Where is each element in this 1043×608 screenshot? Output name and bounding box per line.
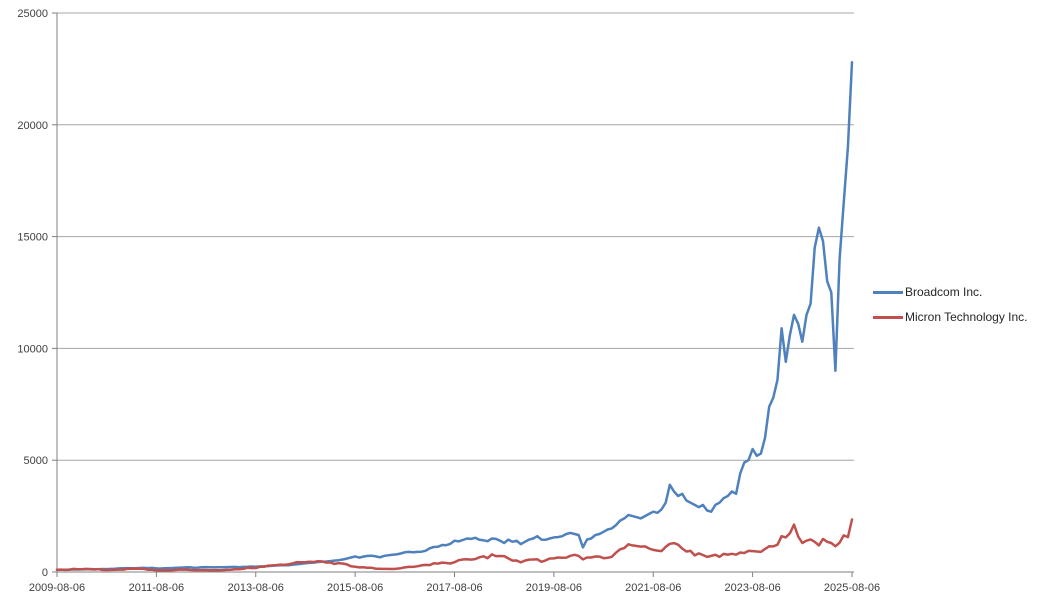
x-axis-label: 2009-08-06 xyxy=(29,582,85,594)
x-axis-label: 2021-08-06 xyxy=(625,582,681,594)
legend-item-micron: Micron Technology Inc. xyxy=(873,310,1028,324)
x-axis-label: 2011-08-06 xyxy=(129,582,184,594)
broadcom-series-marker xyxy=(873,290,903,294)
x-axis-label: 2025-08-06 xyxy=(824,582,880,594)
y-axis-label: 15000 xyxy=(17,232,48,244)
series-line-broadcom xyxy=(55,60,854,572)
legend-item-broadcom: Broadcom Inc. xyxy=(873,285,1028,299)
y-axis-label: 10000 xyxy=(17,343,48,355)
x-axis-label: 2019-08-06 xyxy=(526,582,582,594)
x-axis-label: 2017-08-06 xyxy=(426,582,482,594)
series-line-micron xyxy=(55,518,854,572)
legend: Broadcom Inc. Micron Technology Inc. xyxy=(873,285,1028,324)
legend-label-broadcom: Broadcom Inc. xyxy=(905,285,983,299)
legend-label-micron: Micron Technology Inc. xyxy=(905,310,1028,324)
x-axis-label: 2015-08-06 xyxy=(327,582,383,594)
y-axis-label: 5000 xyxy=(24,455,48,467)
micron-series-marker xyxy=(873,315,903,319)
x-axis-label: 2013-08-06 xyxy=(228,582,284,594)
y-axis-label: 0 xyxy=(42,567,48,579)
y-axis-label: 25000 xyxy=(17,8,48,20)
x-axis-label: 2023-08-06 xyxy=(724,582,780,594)
y-axis-label: 20000 xyxy=(17,120,48,132)
